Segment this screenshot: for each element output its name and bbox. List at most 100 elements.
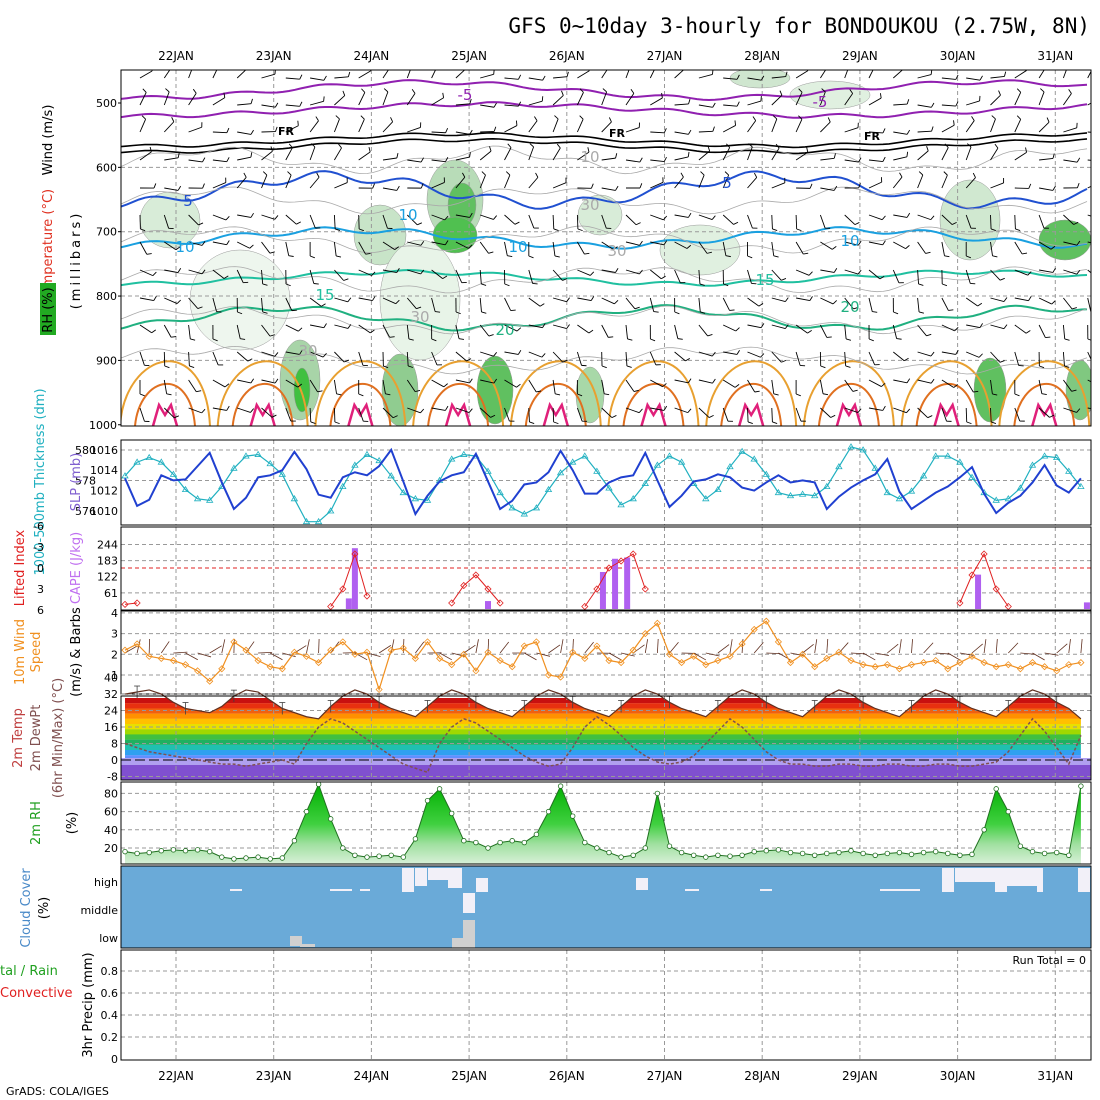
- wind-barb-flag: [1076, 182, 1080, 188]
- wind-barb: [795, 119, 803, 133]
- thickness-point: [641, 479, 650, 486]
- surface-barb: [306, 639, 310, 654]
- wind-barb-flag: [198, 222, 204, 226]
- wind-barb-flag: [943, 171, 948, 176]
- wind-barb: [139, 324, 152, 334]
- wind-barb-flag: [274, 215, 279, 220]
- rh-point: [473, 839, 479, 846]
- cloud-gap: [230, 889, 242, 891]
- wind-barb: [966, 351, 980, 358]
- wind-barb: [552, 95, 564, 106]
- wind-barb: [868, 70, 874, 79]
- thickness-point: [1052, 453, 1061, 461]
- wind-barb: [990, 324, 1005, 330]
- wind-barb: [941, 77, 956, 80]
- wind-barb: [188, 159, 203, 163]
- wind-barb: [479, 407, 491, 418]
- thickness-point: [1065, 467, 1073, 474]
- wind-barb: [1063, 379, 1073, 392]
- wind-barb: [868, 159, 883, 162]
- wind-barb: [965, 297, 978, 307]
- panel-cloud-cover: high middle low Cloud Cover (%): [19, 865, 1092, 949]
- wind-barb-flag: [383, 88, 389, 93]
- wind-barb: [868, 241, 883, 246]
- wind-barb-flag: [584, 252, 590, 255]
- wind-barb: [990, 407, 992, 423]
- wind-barb-flag: [420, 240, 425, 246]
- wind-barb: [649, 70, 655, 79]
- wind-barb-flag: [809, 183, 813, 189]
- wind-barb-flag: [663, 240, 668, 246]
- wind-barb: [698, 407, 710, 418]
- wind-barb: [164, 297, 178, 304]
- panel-cape-li: -6 -3 0 3 6 61 122 183 244 Lifted Index CAPE (J/…: [13, 520, 1092, 617]
- wind-barb: [576, 407, 583, 422]
- thickness-point: [956, 458, 964, 465]
- temp-band-low: [121, 765, 1091, 780]
- wind-barb: [844, 269, 859, 275]
- wind-barb: [966, 100, 980, 106]
- wind-barb-flag: [944, 143, 949, 148]
- wind-barb-flag: [202, 157, 206, 163]
- rh-point: [920, 849, 927, 856]
- thickness-point: [520, 510, 529, 517]
- thickness-point: [145, 453, 153, 461]
- wind-point: [532, 638, 540, 646]
- wind-barb-flag: [930, 351, 935, 357]
- rh-point: [424, 797, 431, 804]
- wind-barb: [698, 74, 713, 79]
- contour-label: 30: [410, 308, 429, 326]
- cloud-gap: [476, 878, 488, 892]
- wind-barb-flag: [971, 116, 975, 121]
- wind-point: [605, 656, 613, 665]
- wind-barb: [747, 77, 762, 81]
- wind-barb-flag: [541, 353, 546, 358]
- wind-barb: [552, 214, 555, 230]
- thickness-point: [326, 507, 335, 514]
- wind-point: [133, 640, 141, 648]
- wind-barb-flag: [177, 152, 180, 158]
- li-point: [968, 571, 976, 579]
- wind-barb: [188, 70, 193, 79]
- wind-barb: [552, 269, 563, 281]
- wind-barb: [528, 351, 542, 358]
- wind-barb: [333, 214, 336, 230]
- wind-barb-flag: [773, 393, 779, 396]
- wind-barb: [188, 126, 202, 133]
- wind-barb-flag: [347, 297, 352, 303]
- wind-barb-flag: [972, 172, 976, 178]
- wind-barb: [212, 70, 218, 79]
- li-point: [121, 600, 129, 608]
- wind-barb: [407, 126, 421, 133]
- thickness-point: [399, 488, 408, 496]
- wind-barb: [431, 379, 445, 388]
- rh-shade: [729, 70, 791, 89]
- wind10-barb-label: (m/s) & Barbs: [69, 607, 84, 697]
- contour-fr-2: [121, 137, 1088, 155]
- upper-rh-label: RH (%): [41, 287, 56, 332]
- wind-barb-flag: [639, 240, 643, 246]
- wind-barb-flag: [736, 349, 740, 355]
- wind-barb: [868, 97, 882, 106]
- wind-barb-flag: [516, 327, 522, 332]
- wind-barb-flag: [371, 271, 376, 276]
- wind-barb-flag: [948, 309, 954, 311]
- wind-barb-flag: [991, 421, 997, 424]
- wind-barb: [577, 297, 592, 302]
- wind-barb: [479, 241, 489, 254]
- surface-barb: [1020, 652, 1035, 655]
- wind-barb: [747, 177, 758, 189]
- wind-barb: [407, 241, 422, 246]
- wind-barb-flag: [688, 212, 692, 218]
- surface-barb: [1008, 642, 1019, 654]
- date-label-top: 31JAN: [1037, 49, 1073, 63]
- rh-tick: 40: [104, 824, 118, 837]
- wind-barb: [747, 351, 761, 358]
- wind-barb-flag: [736, 101, 740, 107]
- wind-barb: [795, 151, 809, 161]
- wind-barb-flag: [1003, 71, 1007, 77]
- contour-label: 20: [840, 298, 859, 316]
- rh-point: [666, 843, 673, 849]
- wind-barb: [504, 297, 512, 311]
- wind-barb-flag: [955, 101, 959, 107]
